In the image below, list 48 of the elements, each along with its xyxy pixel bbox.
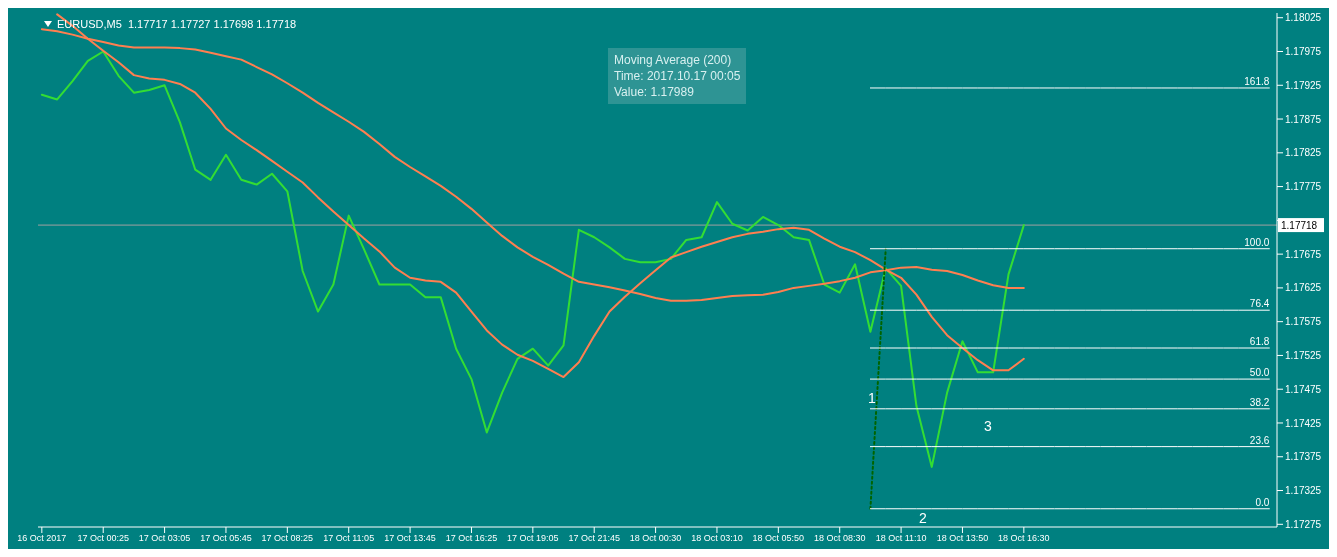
line-series	[40, 50, 1025, 468]
annotation: 3	[984, 418, 992, 434]
series-label: 161.8	[1244, 75, 1270, 87]
x-tick-label: 18 Oct 11:10	[875, 533, 927, 544]
y-tick-label: 1.17875	[1285, 113, 1322, 125]
annotation: Moving Average (200)	[614, 52, 733, 68]
y-tick-label: 1.17475	[1285, 383, 1322, 395]
y-tick-label: 1.17625	[1285, 282, 1322, 294]
series-label: 100.0	[1244, 236, 1270, 248]
x-tick-label: 17 Oct 19:05	[507, 533, 559, 544]
x-tick-label: 18 Oct 03:10	[691, 533, 743, 544]
y-tick-label: 1.17925	[1285, 79, 1322, 91]
x-tick-label: 17 Oct 21:45	[568, 533, 620, 544]
x-tick-label: 17 Oct 08:25	[261, 533, 314, 544]
annotation: 1	[868, 390, 876, 406]
x-tick-label: 17 Oct 05:45	[200, 533, 252, 544]
y-tick-label: 1.17375	[1285, 451, 1322, 463]
x-tick-label: 18 Oct 16:30	[998, 533, 1050, 544]
annotation: Time: 2017.10.17 00:05	[614, 68, 741, 84]
x-tick-label: 17 Oct 11:05	[323, 533, 375, 544]
y-tick-label: 1.17325	[1285, 485, 1322, 497]
y-tick-label: 1.17675	[1285, 248, 1322, 260]
x-tick-label: 18 Oct 05:50	[752, 533, 805, 544]
x-tick-label: 18 Oct 13:50	[936, 533, 989, 544]
y-tick-label: 1.17525	[1285, 349, 1322, 361]
x-tick-label: 16 Oct 2017	[17, 533, 67, 544]
series-label: 0.0	[1255, 496, 1270, 508]
x-tick-label: 17 Oct 03:05	[138, 533, 191, 544]
x-tick-label: 17 Oct 00:25	[77, 533, 129, 544]
series-label: 50.0	[1249, 367, 1270, 379]
y-tick-label: 1.17775	[1285, 181, 1322, 193]
x-tick-label: 18 Oct 00:30	[629, 533, 682, 544]
series-label: 38.2	[1249, 396, 1270, 408]
series-label: 61.8	[1249, 336, 1270, 348]
y-tick-label: 1.17825	[1285, 147, 1322, 159]
annotation: 2	[919, 510, 927, 526]
series-label: 23.6	[1249, 434, 1270, 446]
annotation: Value: 1.17989	[614, 84, 695, 100]
y-tick-label: 1.17575	[1285, 316, 1322, 328]
y-tick-label: 1.17975	[1285, 46, 1322, 58]
x-tick-label: 17 Oct 16:25	[445, 533, 498, 544]
series-label: 76.4	[1249, 298, 1270, 310]
y-tick-label: 1.17425	[1285, 417, 1322, 429]
y-tick-label: 1.17275	[1285, 518, 1322, 530]
y-tick-label: 1.18025	[1285, 12, 1322, 24]
x-tick-label: 18 Oct 08:30	[813, 533, 866, 544]
x-tick-label: 17 Oct 13:45	[384, 533, 436, 544]
ref-line-label: 1.17718	[1281, 220, 1318, 232]
